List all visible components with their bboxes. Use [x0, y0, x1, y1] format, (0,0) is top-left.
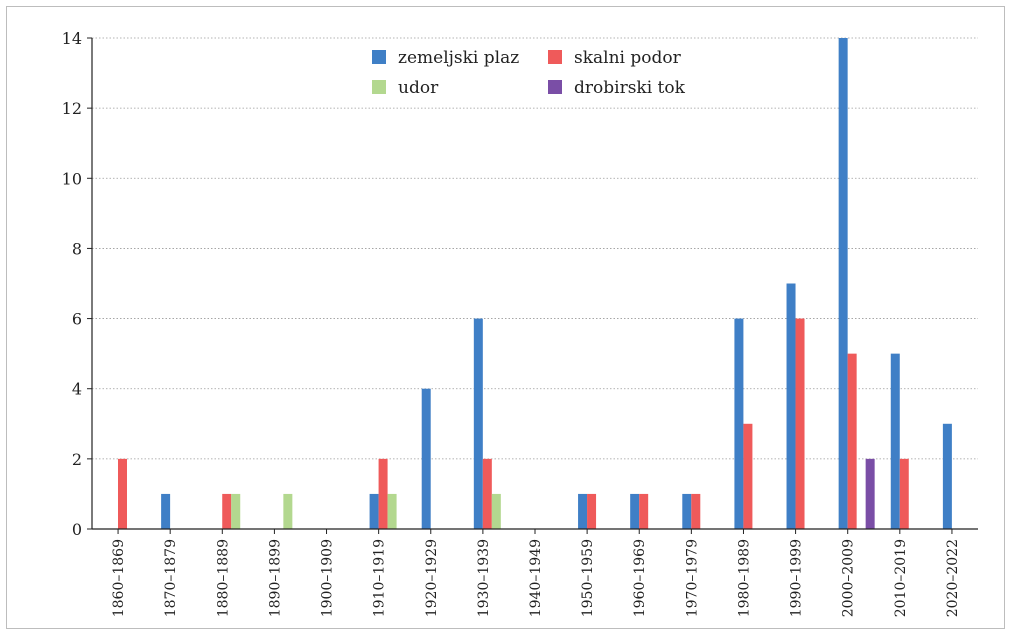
- bar-zemeljski-plaz-6: [421, 388, 431, 529]
- y-tick-label: 0: [72, 520, 82, 539]
- legend: zemeljski plaz skalni podor udor drobirski …: [372, 48, 686, 98]
- x-axis-ticks: 1860–1869 1870–1879 1880–1889 1890–1899 1900…: [111, 529, 961, 617]
- x-tick-label: 1930–1939: [476, 539, 492, 617]
- legend-label: zemeljski plaz: [398, 48, 519, 68]
- bar-zemeljski-plaz-7: [473, 318, 483, 529]
- x-tick-label: 1950–1959: [580, 539, 596, 617]
- bar-skalni-podor-0: [118, 458, 127, 529]
- x-tick-label: 1870–1879: [163, 539, 179, 617]
- x-tick-label: 1980–1989: [736, 539, 752, 617]
- bar-zemeljski-plaz-11: [682, 493, 692, 529]
- bar-skalni-podor-11: [691, 493, 701, 529]
- bar-zemeljski-plaz-15: [890, 353, 900, 529]
- x-tick-label: 1960–1969: [632, 539, 648, 617]
- y-axis-ticks: 0 2 4 6 8 10 12 14: [62, 29, 92, 539]
- bar-zemeljski-plaz-14: [838, 38, 848, 529]
- legend-swatch: [372, 50, 386, 64]
- x-tick-label: 2000–2009: [841, 539, 857, 617]
- bars: [118, 38, 952, 529]
- legend-swatch: [548, 80, 562, 94]
- bar-skalni-podor-2: [222, 493, 232, 529]
- y-tick-label: 4: [72, 380, 82, 399]
- chart-frame: [6, 6, 1005, 629]
- bar-skalni-podor-10: [639, 493, 649, 529]
- x-tick-label: 1990–1999: [789, 539, 805, 617]
- bar-udor-2: [231, 493, 241, 529]
- x-tick-label: 1910–1919: [372, 539, 388, 617]
- y-tick-label: 8: [72, 239, 82, 258]
- legend-label: skalni podor: [574, 48, 682, 68]
- bar-skalni-podor-13: [795, 318, 805, 529]
- y-tick-label: 6: [72, 310, 82, 329]
- bar-skalni-podor-9: [587, 493, 597, 529]
- bar-zemeljski-plaz-9: [578, 493, 588, 529]
- bar-zemeljski-plaz-13: [786, 283, 796, 529]
- bar-udor-3: [283, 493, 293, 529]
- y-tick-label: 2: [72, 450, 82, 469]
- bar-skalni-podor-7: [482, 458, 492, 529]
- y-tick-label: 12: [62, 99, 82, 118]
- x-tick-label: 1880–1889: [215, 539, 231, 617]
- bar-zemeljski-plaz-10: [630, 493, 640, 529]
- legend-label: drobirski tok: [574, 78, 686, 98]
- bar-zemeljski-plaz-5: [369, 493, 379, 529]
- bar-skalni-podor-15: [899, 458, 909, 529]
- bar-skalni-podor-14: [847, 353, 857, 529]
- bar-drobirski-tok-14: [865, 458, 875, 529]
- x-tick-label: 2010–2019: [893, 539, 909, 617]
- bar-zemeljski-plaz-16: [942, 423, 952, 529]
- x-tick-label: 1860–1869: [111, 539, 127, 617]
- x-tick-label: 2020–2022: [945, 539, 961, 617]
- gridlines: [92, 37, 978, 460]
- bar-skalni-podor-12: [743, 423, 753, 529]
- x-tick-label: 1940–1949: [528, 539, 544, 617]
- bar-udor-7: [491, 493, 501, 529]
- x-tick-label: 1920–1929: [424, 539, 440, 617]
- x-tick-label: 1890–1899: [267, 539, 283, 617]
- legend-swatch: [372, 80, 386, 94]
- bar-zemeljski-plaz-12: [734, 318, 744, 529]
- bar-skalni-podor-5: [378, 458, 388, 529]
- x-tick-label: 1970–1979: [684, 539, 700, 617]
- bar-udor-5: [387, 493, 397, 529]
- y-tick-label: 14: [62, 29, 82, 48]
- x-tick-label: 1900–1909: [320, 539, 336, 617]
- y-tick-label: 10: [62, 169, 82, 188]
- bar-zemeljski-plaz-1: [161, 493, 171, 529]
- legend-label: udor: [398, 78, 439, 98]
- legend-swatch: [548, 50, 562, 64]
